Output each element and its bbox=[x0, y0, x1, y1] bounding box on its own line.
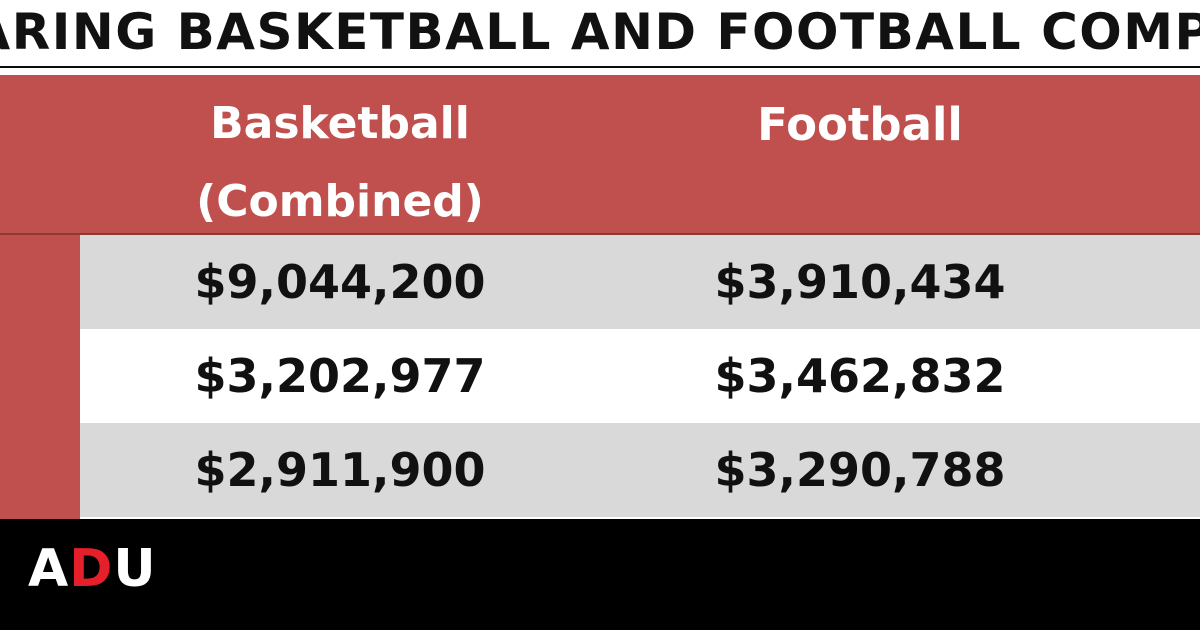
column-header-basketball: Basketball (Combined) bbox=[196, 98, 484, 227]
table-row: $2,911,900 $3,290,788 bbox=[80, 423, 1200, 517]
logo-letter-a: A bbox=[28, 539, 70, 599]
column-header-football: Football bbox=[757, 98, 963, 151]
title-bar: PARING BASKETBALL AND FOOTBALL COMPENSAT… bbox=[0, 0, 1200, 68]
cell-football: $3,290,788 bbox=[714, 443, 1006, 497]
cell-football: $3,910,434 bbox=[714, 255, 1006, 309]
table-row: $3,202,977 $3,462,832 bbox=[80, 329, 1200, 423]
title-divider bbox=[0, 66, 1200, 68]
row-label-strip bbox=[0, 235, 80, 519]
cell-basketball: $9,044,200 bbox=[194, 255, 486, 309]
cell-basketball: $2,911,900 bbox=[194, 443, 486, 497]
logo-letter-u: U bbox=[113, 539, 157, 599]
table-row: $9,044,200 $3,910,434 bbox=[80, 235, 1200, 329]
adu-logo[interactable]: ADU bbox=[28, 539, 157, 599]
footer-bar: ADU bbox=[0, 519, 1200, 630]
logo-letter-d: D bbox=[69, 539, 114, 599]
page-title: PARING BASKETBALL AND FOOTBALL COMPENSAT… bbox=[0, 3, 1200, 61]
cell-football: $3,462,832 bbox=[714, 349, 1006, 403]
table-header: Basketball (Combined) Football bbox=[0, 75, 1200, 235]
cell-basketball: $3,202,977 bbox=[194, 349, 486, 403]
